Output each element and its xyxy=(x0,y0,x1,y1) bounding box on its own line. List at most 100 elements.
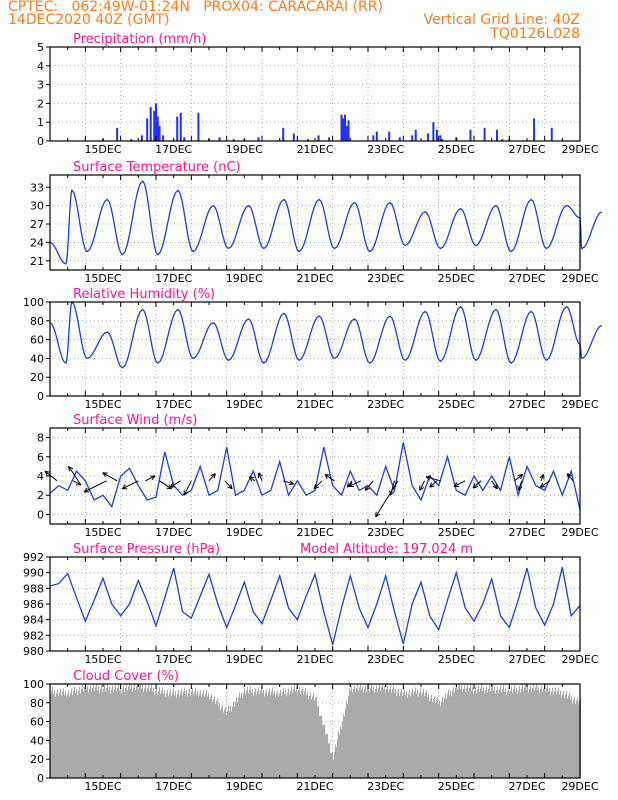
panel-title: Relative Humidity (%) xyxy=(73,287,215,302)
cloud-column xyxy=(140,684,142,778)
cloud-column xyxy=(569,692,571,778)
panel-title: Surface Pressure (hPa) xyxy=(73,542,220,557)
cloud-column xyxy=(186,690,188,778)
cloud-column xyxy=(398,688,400,778)
precip-bar xyxy=(435,129,438,141)
cloud-column xyxy=(413,695,415,778)
cloud-column xyxy=(184,687,186,778)
series-line xyxy=(49,300,603,369)
cloud-column xyxy=(354,685,356,778)
cloud-column xyxy=(91,691,93,778)
wind-arrow xyxy=(208,473,216,482)
cloud-column xyxy=(255,688,257,778)
x-tick-label: 25DEC xyxy=(438,398,475,411)
cloud-column xyxy=(438,704,440,778)
wind-arrowhead xyxy=(517,485,523,491)
cloud-column xyxy=(493,690,495,778)
cloud-column xyxy=(64,694,66,778)
cloud-column xyxy=(61,695,63,778)
cloud-column xyxy=(56,693,58,778)
cloud-column xyxy=(156,687,158,778)
cloud-column xyxy=(190,695,192,778)
x-tick-label: 19DEC xyxy=(226,143,263,156)
cloud-column xyxy=(474,690,476,778)
x-tick-label: 27DEC xyxy=(508,272,545,285)
cloud-column xyxy=(557,691,559,778)
cloud-column xyxy=(466,688,468,778)
precip-bar xyxy=(156,116,159,141)
cloud-column xyxy=(348,696,350,778)
panel-title: Surface Temperature (nC) xyxy=(73,160,241,175)
cloud-column xyxy=(434,696,436,778)
x-tick-label: 21DEC xyxy=(296,272,333,285)
cloud-column xyxy=(352,692,354,778)
y-tick-label: 40 xyxy=(30,352,44,365)
cloud-column xyxy=(113,692,115,778)
wind-arrow xyxy=(390,480,395,496)
y-tick-label: 980 xyxy=(23,645,44,658)
wind-arrowhead xyxy=(102,472,108,478)
cloud-column xyxy=(576,700,578,778)
cloud-column xyxy=(482,691,484,778)
cloud-column xyxy=(87,685,89,778)
cloud-column xyxy=(387,685,389,778)
x-tick-label: 19DEC xyxy=(226,272,263,285)
cloud-column xyxy=(223,712,225,778)
precip-bar xyxy=(344,114,347,141)
cloud-column xyxy=(481,684,483,778)
cloud-column xyxy=(108,690,110,778)
x-tick-label: 27DEC xyxy=(508,143,545,156)
cloud-column xyxy=(118,684,120,778)
cloud-column xyxy=(394,692,396,778)
cloud-column xyxy=(167,689,169,778)
precip-bar xyxy=(388,131,391,141)
cloud-column xyxy=(147,688,149,778)
x-tick-label: 21DEC xyxy=(296,143,333,156)
wind-arrow xyxy=(540,480,551,488)
y-tick-label: 20 xyxy=(30,371,44,384)
cloud-column xyxy=(146,691,148,778)
cloud-column xyxy=(294,684,296,778)
cloud-column xyxy=(374,693,376,778)
cloud-column xyxy=(59,692,61,778)
precip-bar xyxy=(116,127,119,141)
cloud-column xyxy=(547,684,549,778)
x-tick-label: 17DEC xyxy=(155,780,192,793)
x-tick-label: 15DEC xyxy=(84,398,121,411)
cloud-column xyxy=(145,684,147,778)
cloud-column xyxy=(302,687,304,778)
cloud-column xyxy=(296,687,298,778)
cloud-column xyxy=(206,689,208,778)
cloud-column xyxy=(388,692,390,778)
cloud-column xyxy=(392,688,394,778)
y-tick-label: 100 xyxy=(23,296,44,309)
cloud-column xyxy=(424,696,426,778)
cloud-column xyxy=(316,696,318,778)
cloud-column xyxy=(419,692,421,778)
x-tick-label: 25DEC xyxy=(438,143,475,156)
cloud-column xyxy=(188,692,190,778)
cloud-column xyxy=(514,685,516,778)
y-tick-label: 5 xyxy=(37,41,44,54)
cloud-column xyxy=(265,692,267,778)
cloud-column xyxy=(328,743,330,778)
cloud-column xyxy=(412,688,414,778)
y-tick-label: 24 xyxy=(30,236,44,249)
cloud-column xyxy=(107,684,109,778)
cloud-column xyxy=(552,687,554,778)
cloud-column xyxy=(469,687,471,778)
cloud-column xyxy=(495,693,497,778)
precip-bar xyxy=(328,137,331,141)
cloud-column xyxy=(263,689,265,778)
cloud-column xyxy=(457,689,459,778)
cloud-column xyxy=(554,691,556,778)
cloud-column xyxy=(271,691,273,778)
x-tick-label: 19DEC xyxy=(226,653,263,666)
wind-arrowhead xyxy=(169,482,176,488)
x-tick-label: 17DEC xyxy=(155,272,192,285)
cloud-column xyxy=(315,697,317,778)
cloud-column xyxy=(129,684,131,778)
cloud-column xyxy=(295,691,297,778)
panel-title: Cloud Cover (%) xyxy=(73,669,179,684)
cloud-column xyxy=(477,689,479,778)
